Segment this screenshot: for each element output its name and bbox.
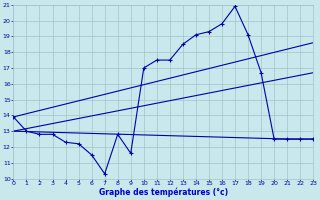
X-axis label: Graphe des températures (°c): Graphe des températures (°c)	[99, 188, 228, 197]
